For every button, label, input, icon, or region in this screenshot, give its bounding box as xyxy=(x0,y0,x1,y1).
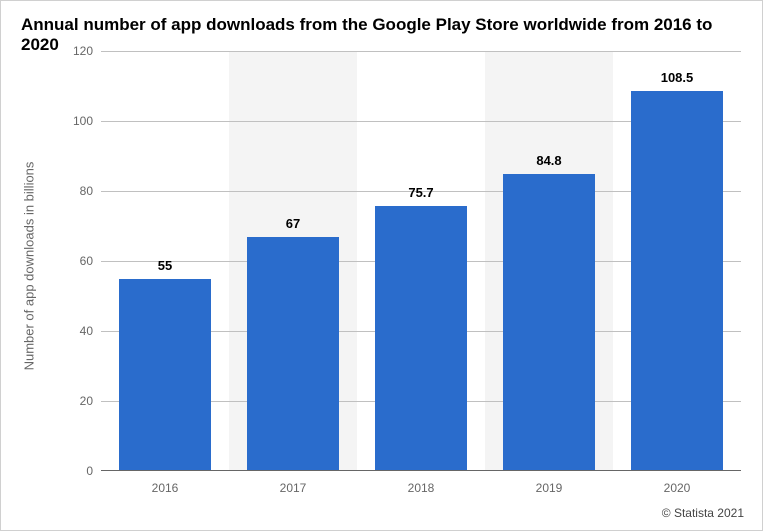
bar-value-label: 55 xyxy=(158,258,172,273)
attribution: © Statista 2021 xyxy=(662,506,744,520)
x-tick-label: 2019 xyxy=(536,481,563,495)
x-tick-label: 2020 xyxy=(664,481,691,495)
y-tick-label: 60 xyxy=(80,254,101,268)
bar: 108.5 xyxy=(631,91,723,471)
y-tick-label: 100 xyxy=(73,114,101,128)
y-axis-label: Number of app downloads in billions xyxy=(22,161,37,370)
bar-slot: 672017 xyxy=(229,51,357,471)
bar: 55 xyxy=(119,279,211,472)
x-axis-baseline xyxy=(101,470,741,471)
bar: 84.8 xyxy=(503,174,595,471)
bars-container: 55201667201775.7201884.82019108.52020 xyxy=(101,51,741,471)
x-tick-label: 2017 xyxy=(280,481,307,495)
bar: 75.7 xyxy=(375,206,467,471)
bar-value-label: 75.7 xyxy=(408,185,433,200)
x-tick-label: 2016 xyxy=(152,481,179,495)
y-tick-label: 120 xyxy=(73,44,101,58)
y-tick-label: 80 xyxy=(80,184,101,198)
bar-slot: 75.72018 xyxy=(357,51,485,471)
bar-value-label: 67 xyxy=(286,216,300,231)
y-tick-label: 0 xyxy=(86,464,101,478)
bar-value-label: 84.8 xyxy=(536,153,561,168)
chart-title: Annual number of app downloads from the … xyxy=(21,15,742,55)
plot-area: 020406080100120 55201667201775.7201884.8… xyxy=(101,51,741,471)
y-tick-label: 20 xyxy=(80,394,101,408)
bar-slot: 552016 xyxy=(101,51,229,471)
bar: 67 xyxy=(247,237,339,472)
bar-slot: 108.52020 xyxy=(613,51,741,471)
bar-value-label: 108.5 xyxy=(661,70,694,85)
x-tick-label: 2018 xyxy=(408,481,435,495)
y-tick-label: 40 xyxy=(80,324,101,338)
bar-slot: 84.82019 xyxy=(485,51,613,471)
